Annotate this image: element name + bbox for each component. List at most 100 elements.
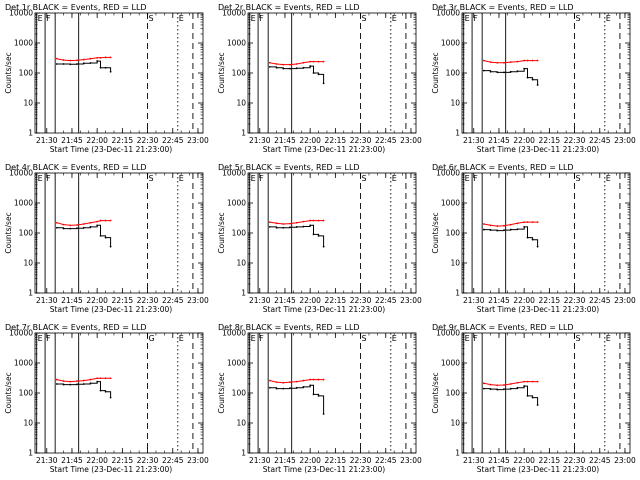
lld-point bbox=[526, 221, 529, 224]
events-point bbox=[69, 63, 72, 66]
chart-title: Det 1r BLACK = Events, RED = LLD bbox=[5, 3, 147, 12]
x-tick-label: 22:00 bbox=[300, 456, 322, 465]
lld-point bbox=[536, 380, 539, 383]
lld-point bbox=[104, 56, 107, 59]
x-tick-label: 22:15 bbox=[325, 136, 347, 145]
y-tick-label: 1 bbox=[455, 449, 460, 458]
chart-svg: Det 8r BLACK = Events, RED = LLD 1 10 100 10… bbox=[217, 323, 422, 474]
y-tick-label: 100 bbox=[445, 389, 460, 398]
events-point bbox=[489, 229, 492, 231]
lld-point bbox=[89, 221, 92, 224]
events-point bbox=[289, 226, 292, 229]
x-tick-label: 22:15 bbox=[538, 136, 560, 145]
y-tick-label: 10000 bbox=[222, 169, 246, 178]
lld-point bbox=[536, 221, 539, 224]
events-point bbox=[509, 387, 512, 390]
chart-title: Det 2r BLACK = Events, RED = LLD bbox=[218, 3, 360, 12]
lld-series-line bbox=[483, 221, 538, 227]
y-tick-label: 1 bbox=[28, 129, 33, 138]
x-tick-label: 23:00 bbox=[187, 136, 209, 145]
x-tick-label: 21:30 bbox=[249, 456, 271, 465]
events-point bbox=[302, 66, 305, 69]
x-axis-label: Start Time (23-Dec-11 21:23:00) bbox=[476, 305, 598, 314]
lld-point bbox=[269, 221, 272, 224]
lld-point bbox=[96, 220, 99, 223]
lld-point bbox=[104, 219, 107, 222]
lld-point bbox=[323, 60, 325, 63]
x-tick-label: 21:45 bbox=[488, 136, 510, 145]
events-point bbox=[104, 236, 107, 239]
lld-point bbox=[309, 219, 312, 222]
x-tick-label: 23:00 bbox=[400, 456, 422, 465]
events-point bbox=[309, 65, 312, 67]
lld-point bbox=[531, 380, 534, 383]
y-tick-label: 100 bbox=[232, 229, 247, 238]
y-tick-label: 1000 bbox=[227, 39, 246, 48]
x-tick-label: 21:45 bbox=[61, 456, 83, 465]
lld-series-line bbox=[270, 61, 324, 66]
x-tick-label: 23:00 bbox=[400, 136, 422, 145]
events-point bbox=[96, 380, 99, 383]
chart-title: Det 9r BLACK = Events, RED = LLD bbox=[432, 323, 574, 332]
lld-point bbox=[312, 378, 315, 381]
events-series-line bbox=[270, 224, 325, 247]
lld-series-line bbox=[56, 220, 111, 226]
lld-point bbox=[55, 221, 58, 224]
lld-series-line bbox=[56, 56, 111, 62]
x-tick-label: 21:30 bbox=[463, 296, 485, 305]
x-tick-label: 21:45 bbox=[61, 136, 83, 145]
chart-title: Det 5r BLACK = Events, RED = LLD bbox=[218, 163, 360, 172]
events-point bbox=[104, 390, 107, 393]
lld-point bbox=[522, 59, 525, 62]
x-tick-label: 21:30 bbox=[249, 136, 271, 145]
lld-point bbox=[522, 221, 525, 224]
y-axis-label: Counts/sec bbox=[217, 52, 226, 93]
chart-title: Det 4r BLACK = Events, RED = LLD bbox=[5, 163, 147, 172]
detector-panel-4: Det 4r BLACK = Events, RED = LLD 1 10 100 10… bbox=[0, 160, 213, 320]
lld-point bbox=[317, 60, 320, 63]
lld-point bbox=[482, 382, 485, 385]
lld-point bbox=[496, 384, 498, 387]
y-axis-label: Counts/sec bbox=[431, 372, 440, 413]
events-point bbox=[522, 67, 525, 70]
lld-point bbox=[531, 221, 534, 224]
marker-label: E bbox=[464, 174, 469, 183]
events-point bbox=[62, 227, 65, 230]
x-tick-label: 22:45 bbox=[162, 136, 184, 145]
marker-label: G bbox=[149, 334, 155, 343]
y-tick-label: 1 bbox=[455, 129, 460, 138]
y-tick-label: 1000 bbox=[14, 199, 33, 208]
events-point bbox=[323, 82, 325, 85]
x-tick-label: 22:45 bbox=[162, 456, 184, 465]
events-point bbox=[62, 383, 65, 386]
events-point bbox=[82, 226, 85, 229]
lld-point bbox=[302, 61, 305, 64]
lld-point bbox=[99, 56, 102, 59]
marker-label: F bbox=[473, 174, 478, 183]
lld-point bbox=[76, 380, 78, 382]
events-point bbox=[312, 393, 315, 396]
chart-svg: Det 2r BLACK = Events, RED = LLD 1 10 100 10… bbox=[217, 3, 422, 154]
x-tick-label: 21:45 bbox=[274, 136, 296, 145]
lld-point bbox=[55, 378, 58, 381]
events-point bbox=[536, 245, 539, 248]
y-tick-label: 1000 bbox=[14, 359, 33, 368]
events-point bbox=[502, 388, 505, 390]
events-point bbox=[489, 70, 492, 73]
events-point bbox=[296, 67, 298, 70]
lld-point bbox=[275, 222, 278, 225]
chart-svg: Det 6r BLACK = Events, RED = LLD 1 10 100 10… bbox=[431, 163, 636, 314]
y-tick-label: 1000 bbox=[227, 199, 246, 208]
lld-point bbox=[323, 378, 325, 381]
y-tick-label: 1 bbox=[455, 289, 460, 298]
lld-point bbox=[69, 380, 72, 383]
lld-point bbox=[323, 219, 325, 222]
y-axis-label: Counts/sec bbox=[217, 372, 226, 413]
events-point bbox=[76, 383, 78, 386]
y-axis-label: Counts/sec bbox=[4, 52, 13, 93]
y-tick-label: 1 bbox=[28, 449, 33, 458]
x-tick-label: 22:15 bbox=[325, 296, 347, 305]
marker-label: E bbox=[251, 14, 256, 23]
events-point bbox=[99, 389, 102, 392]
